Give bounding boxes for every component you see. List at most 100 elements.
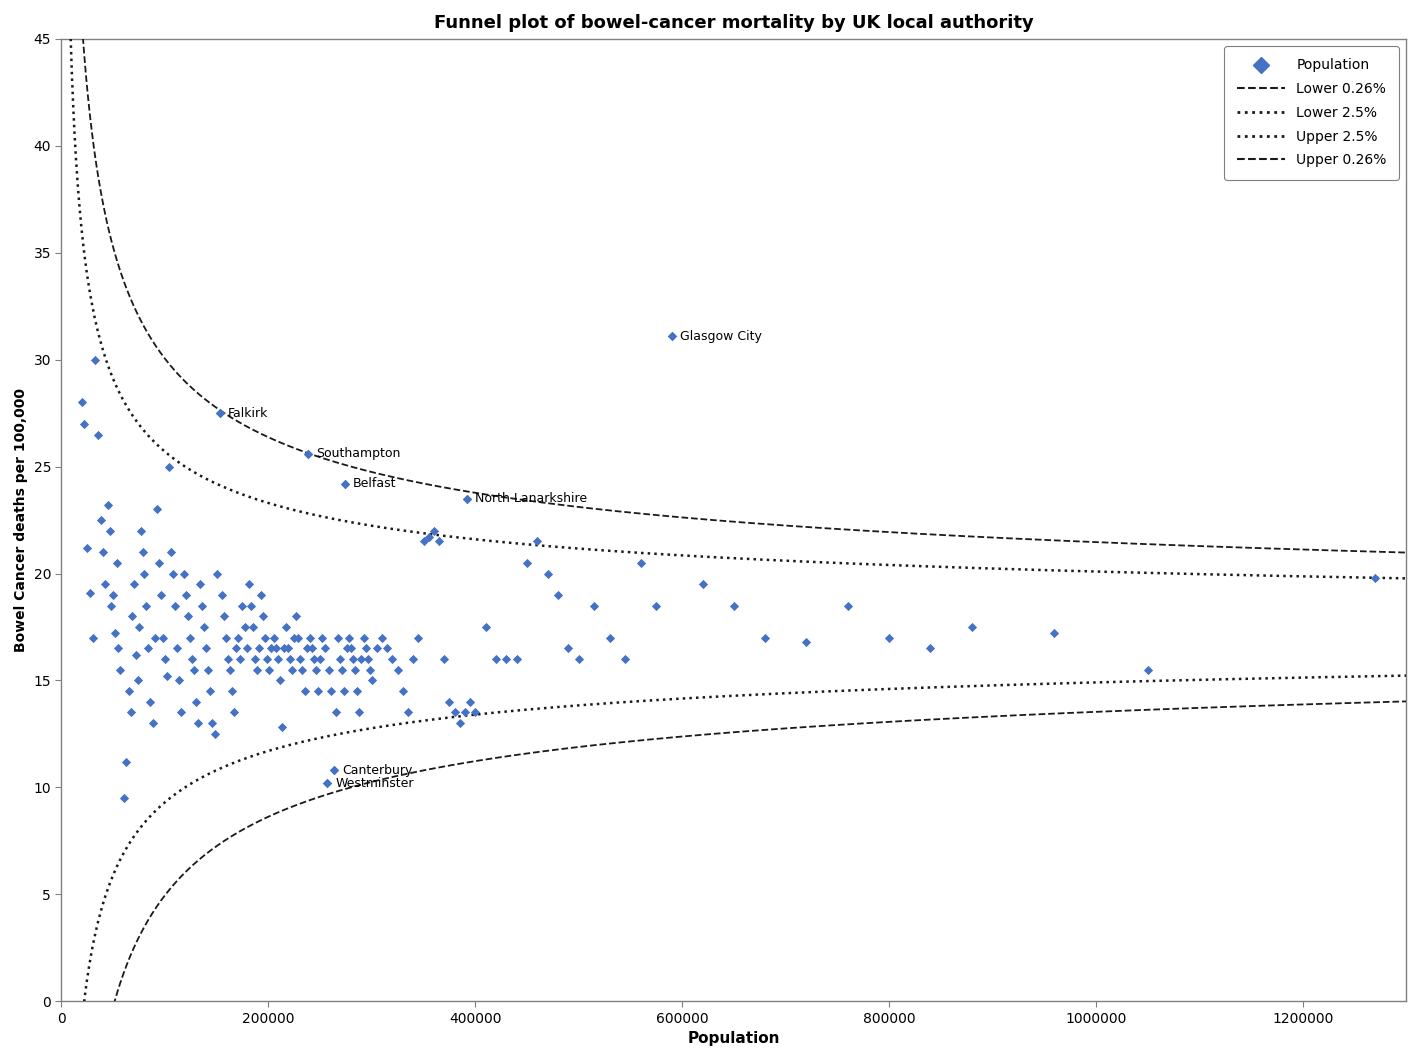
- Point: [250, 586, 273, 603]
- Text: Falkirk: Falkirk: [229, 407, 268, 420]
- Point: [224, 640, 247, 657]
- Point: [361, 672, 383, 689]
- Point: [72, 416, 95, 432]
- Point: [1044, 625, 1066, 642]
- Point: [241, 618, 264, 635]
- Point: [365, 640, 388, 657]
- Point: [209, 405, 231, 422]
- Text: North Lanarkshire: North Lanarkshire: [476, 492, 588, 506]
- Point: [613, 651, 636, 668]
- Point: [114, 754, 136, 771]
- Point: [176, 607, 199, 624]
- Point: [136, 640, 159, 657]
- Point: [427, 533, 450, 550]
- Point: [119, 704, 142, 721]
- Point: [660, 328, 683, 345]
- Point: [335, 640, 358, 657]
- Point: [474, 618, 497, 635]
- Point: [268, 672, 291, 689]
- Point: [371, 630, 393, 647]
- Point: [342, 651, 365, 668]
- Point: [186, 714, 209, 731]
- Point: [318, 661, 341, 678]
- Point: [290, 651, 312, 668]
- Point: [320, 683, 342, 700]
- Point: [236, 640, 258, 657]
- Y-axis label: Bowel Cancer deaths per 100,000: Bowel Cancer deaths per 100,000: [14, 388, 28, 652]
- Point: [464, 704, 487, 721]
- Point: [81, 630, 104, 647]
- Point: [247, 640, 270, 657]
- Point: [179, 630, 202, 647]
- Point: [149, 586, 172, 603]
- Point: [175, 586, 197, 603]
- Point: [256, 651, 278, 668]
- Point: [121, 607, 143, 624]
- Point: [307, 683, 329, 700]
- Point: [348, 704, 371, 721]
- Point: [304, 661, 327, 678]
- Point: [352, 630, 375, 647]
- Point: [645, 597, 667, 614]
- Point: [237, 576, 260, 593]
- Point: [322, 762, 345, 779]
- Point: [180, 651, 203, 668]
- Point: [315, 775, 338, 792]
- Point: [209, 405, 231, 422]
- Point: [423, 523, 446, 540]
- Point: [162, 565, 185, 582]
- Point: [723, 597, 746, 614]
- Point: [327, 630, 349, 647]
- Point: [217, 651, 240, 668]
- Point: [104, 625, 126, 642]
- Point: [244, 651, 267, 668]
- Point: [381, 651, 403, 668]
- Point: [456, 490, 479, 507]
- Point: [251, 607, 274, 624]
- Point: [183, 661, 206, 678]
- Point: [267, 651, 290, 668]
- Point: [89, 512, 112, 529]
- Point: [122, 576, 145, 593]
- Point: [97, 497, 119, 514]
- Point: [102, 586, 125, 603]
- Point: [456, 490, 479, 507]
- Legend: Population, Lower 0.26%, Lower 2.5%, Upper 2.5%, Upper 0.26%: Population, Lower 0.26%, Lower 2.5%, Upp…: [1224, 46, 1399, 180]
- Point: [153, 651, 176, 668]
- Point: [189, 576, 212, 593]
- Point: [213, 607, 236, 624]
- Point: [210, 586, 233, 603]
- Point: [386, 661, 409, 678]
- Point: [106, 640, 129, 657]
- Point: [145, 501, 168, 518]
- Point: [112, 790, 135, 807]
- Point: [396, 704, 419, 721]
- Point: [408, 630, 430, 647]
- Point: [437, 693, 460, 710]
- Point: [354, 640, 376, 657]
- Point: [141, 714, 163, 731]
- Point: [322, 762, 345, 779]
- Point: [537, 565, 559, 582]
- Point: [629, 554, 652, 571]
- Point: [525, 533, 548, 550]
- Point: [515, 554, 538, 571]
- Point: [231, 597, 254, 614]
- Point: [109, 661, 132, 678]
- Point: [496, 651, 518, 668]
- Point: [302, 651, 325, 668]
- Point: [185, 693, 207, 710]
- Point: [106, 554, 129, 571]
- Point: [459, 693, 481, 710]
- Point: [443, 704, 466, 721]
- Point: [135, 597, 158, 614]
- Point: [376, 640, 399, 657]
- Point: [315, 775, 338, 792]
- Point: [339, 640, 362, 657]
- Point: [291, 661, 314, 678]
- Point: [91, 544, 114, 561]
- Point: [160, 544, 183, 561]
- Point: [254, 630, 277, 647]
- Point: [308, 651, 331, 668]
- Point: [168, 672, 190, 689]
